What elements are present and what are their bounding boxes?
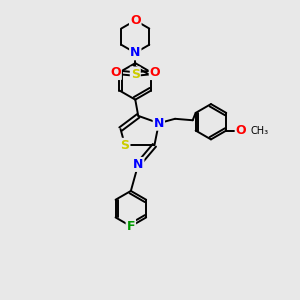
Text: CH₃: CH₃ bbox=[251, 126, 269, 136]
Text: O: O bbox=[150, 66, 160, 79]
Text: O: O bbox=[110, 66, 121, 79]
Text: O: O bbox=[130, 14, 141, 27]
Text: F: F bbox=[127, 220, 135, 233]
Text: S: S bbox=[131, 68, 140, 80]
Text: S: S bbox=[121, 139, 130, 152]
Text: N: N bbox=[154, 117, 164, 130]
Text: O: O bbox=[236, 124, 246, 137]
Text: N: N bbox=[133, 158, 143, 171]
Text: N: N bbox=[130, 46, 140, 59]
